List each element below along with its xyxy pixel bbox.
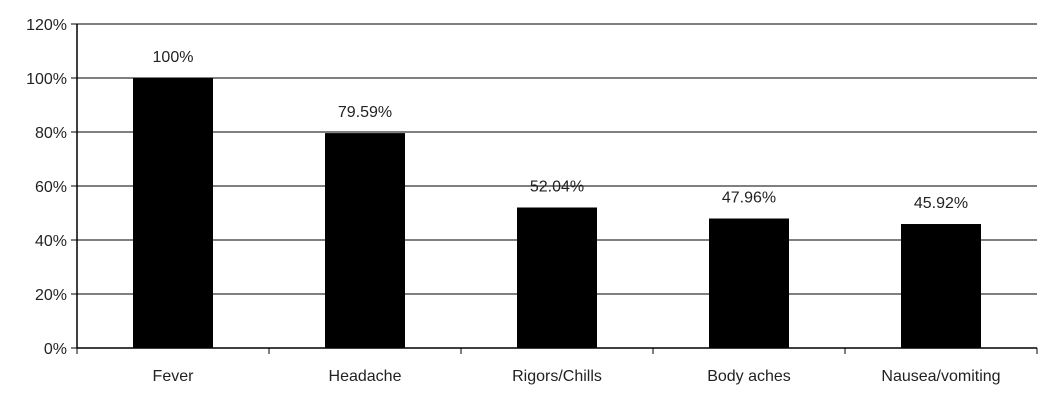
y-tick-label: 100% xyxy=(26,71,67,88)
data-label: 47.96% xyxy=(722,190,776,207)
bar-nausea-vomiting xyxy=(901,224,981,348)
y-tick-label: 120% xyxy=(26,17,67,34)
axes xyxy=(71,23,1038,354)
data-label: 45.92% xyxy=(914,195,968,212)
x-category-label: Fever xyxy=(153,368,195,385)
y-tick-label: 60% xyxy=(35,179,67,196)
bar-fever xyxy=(133,78,213,348)
data-label: 52.04% xyxy=(530,178,584,195)
y-tick-label: 0% xyxy=(44,341,67,358)
x-category-label: Body aches xyxy=(707,368,791,385)
bar-rigors-chills xyxy=(517,207,597,348)
y-tick-label: 80% xyxy=(35,125,67,142)
x-category-label: Headache xyxy=(329,368,402,385)
bars xyxy=(133,78,981,348)
bar-headache xyxy=(325,133,405,348)
gridlines xyxy=(77,23,1037,295)
data-label: 100% xyxy=(153,49,194,66)
y-tick-label: 20% xyxy=(35,287,67,304)
bar-body-aches xyxy=(709,218,789,348)
x-category-label: Rigors/Chills xyxy=(512,368,602,385)
y-tick-label: 40% xyxy=(35,233,67,250)
x-category-label: Nausea/vomiting xyxy=(881,368,1000,385)
data-label: 79.59% xyxy=(338,104,392,121)
labels: 0% 20% 40% 60% 80% 100% 120% 100% Fever 79.59% Hea… xyxy=(26,17,1001,385)
